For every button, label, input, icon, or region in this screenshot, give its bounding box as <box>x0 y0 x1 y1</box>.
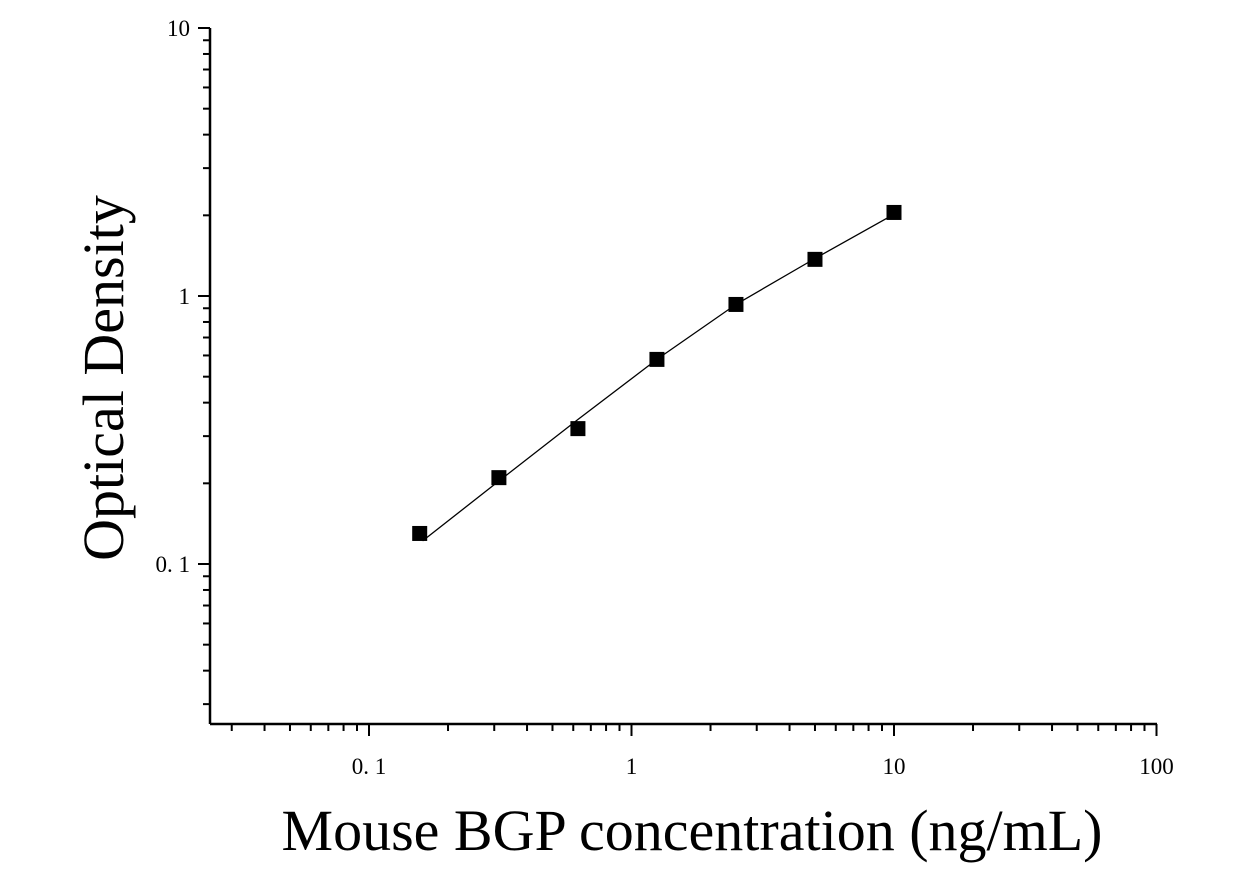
x-tick-label: 10 <box>883 754 906 779</box>
data-points-layer <box>412 204 902 541</box>
x-tick-label: 1 <box>626 754 638 779</box>
y-tick-label: 10 <box>167 16 190 41</box>
y-tick-label: 0. 1 <box>156 552 191 577</box>
data-point-marker <box>570 421 586 437</box>
data-point-marker <box>412 525 428 541</box>
data-point-marker <box>886 204 902 220</box>
data-point-marker <box>491 470 507 486</box>
x-tick-label: 100 <box>1139 754 1174 779</box>
ticks-layer: 0. 1 1 10 100 0. 1 1 10 <box>156 16 1174 779</box>
x-tick-label: 0. 1 <box>352 754 387 779</box>
y-axis-title: Optical Density <box>71 195 136 561</box>
data-point-marker <box>728 296 744 312</box>
x-axis-title: Mouse BGP concentration (ng/mL) <box>282 798 1103 863</box>
y-tick-label: 1 <box>179 284 191 309</box>
data-point-marker <box>649 351 665 367</box>
data-point-marker <box>807 251 823 267</box>
fit-curve-line <box>422 213 895 542</box>
fit-curve-layer <box>422 213 895 542</box>
axes-layer <box>208 28 1157 726</box>
